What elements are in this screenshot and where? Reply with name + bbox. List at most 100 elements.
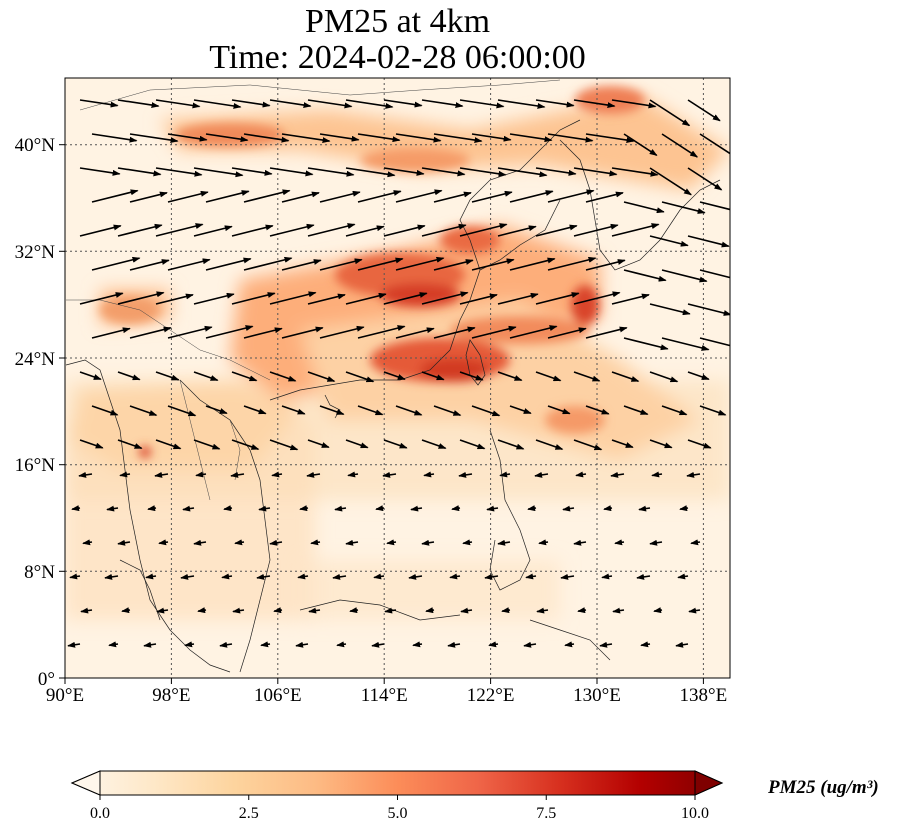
wind-arrow	[193, 99, 242, 109]
wind-arrow	[82, 539, 93, 546]
lon-tick-label: 90°E	[46, 685, 84, 706]
wind-arrow	[573, 539, 587, 546]
wind-arrow	[345, 167, 396, 178]
wind-arrow	[129, 191, 168, 203]
wind-arrow	[117, 99, 160, 109]
wind-arrow	[509, 405, 532, 415]
wind-arrow	[234, 539, 245, 546]
wind-arrow	[421, 291, 469, 305]
wind-arrow	[193, 539, 207, 546]
wind-arrow	[383, 99, 423, 108]
wind-arrow	[433, 133, 483, 144]
wind-arrow	[108, 641, 119, 648]
wind-arrow	[347, 471, 359, 478]
wind-arrow	[421, 539, 435, 546]
wind-arrow	[306, 471, 321, 478]
wind-arrow	[547, 256, 597, 271]
wind-arrow	[231, 167, 273, 176]
wind-arrow	[307, 223, 356, 237]
colorbar-tick-label: 2.5	[239, 805, 259, 822]
wind-arrow	[611, 439, 634, 449]
wind-arrow	[699, 133, 730, 155]
wind-arrow	[80, 607, 93, 614]
wind-arrow	[497, 439, 525, 450]
wind-arrow	[421, 167, 466, 177]
wind-arrow	[651, 471, 663, 478]
wind-arrow	[345, 99, 394, 109]
wind-arrow	[273, 607, 283, 614]
wind-arrow	[395, 327, 435, 339]
wind-arrow	[687, 235, 730, 248]
wind-arrow	[395, 133, 442, 143]
wind-arrow	[319, 190, 361, 203]
wind-arrow	[299, 505, 309, 512]
wind-arrow	[232, 607, 245, 614]
wind-arrow	[104, 573, 119, 580]
wind-arrow	[231, 99, 271, 108]
wind-arrow	[167, 325, 213, 339]
wind-arrow	[117, 167, 162, 177]
wind-arrow	[653, 607, 663, 614]
wind-arrow	[205, 405, 228, 415]
wind-arrow	[167, 258, 211, 271]
wind-arrow	[612, 607, 625, 614]
wind-arrow	[297, 573, 309, 580]
wind-arrow	[345, 439, 369, 449]
wind-arrow	[614, 539, 625, 546]
wind-arrow	[345, 371, 375, 383]
wind-arrow	[497, 292, 539, 305]
wind-arrow	[573, 291, 621, 305]
wind-arrow	[486, 505, 499, 512]
wind-arrow	[357, 257, 404, 271]
lon-tick-label: 98°E	[152, 685, 190, 706]
lat-tick-label: 0°	[38, 669, 55, 690]
wind-arrow	[383, 371, 406, 381]
wind-arrow	[308, 607, 321, 614]
wind-arrow	[562, 505, 575, 512]
wind-arrow	[117, 539, 131, 546]
wind-arrow	[699, 337, 730, 347]
wind-arrow	[509, 325, 558, 339]
lat-tick-label: 40°N	[15, 135, 56, 156]
wind-arrow	[538, 539, 549, 546]
wind-arrow	[649, 235, 689, 247]
wind-arrow	[433, 326, 476, 339]
colorbar-tick-label: 5.0	[388, 805, 408, 822]
wind-arrow	[611, 223, 660, 237]
wind-arrow	[459, 167, 507, 177]
wind-arrow	[687, 371, 710, 381]
wind-arrow	[307, 167, 355, 177]
wind-arrow	[611, 371, 640, 382]
wind-arrow	[649, 371, 679, 383]
wind-arrow	[527, 505, 537, 512]
wind-arrow	[221, 573, 233, 580]
wind-arrow	[423, 471, 435, 478]
lon-tick-label: 106°E	[254, 685, 302, 706]
wind-arrow	[155, 99, 201, 109]
wind-arrow	[375, 505, 385, 512]
wind-arrow	[295, 641, 309, 648]
wind-arrow	[205, 325, 254, 339]
wind-arrow	[91, 256, 141, 271]
wind-arrow	[373, 573, 385, 580]
colorbar-tick-label: 0.0	[90, 805, 110, 822]
wind-arrow	[345, 539, 359, 546]
wind-arrow	[421, 99, 464, 109]
wind-arrow	[384, 607, 397, 614]
wind-arrow	[243, 256, 293, 271]
wind-arrow	[661, 269, 708, 283]
wind-arrow	[525, 573, 537, 580]
wind-arrow	[547, 405, 571, 415]
wind-arrow	[193, 439, 221, 450]
wind-arrow	[585, 405, 610, 415]
wind-arrow	[91, 133, 138, 143]
wind-arrow	[547, 133, 594, 143]
wind-arrow	[281, 405, 306, 415]
wind-arrow	[523, 641, 537, 648]
wind-arrow	[357, 405, 384, 416]
wind-arrow	[243, 405, 267, 415]
wind-arrow	[497, 99, 546, 109]
wind-arrow	[117, 291, 165, 305]
wind-arrow	[471, 258, 515, 271]
